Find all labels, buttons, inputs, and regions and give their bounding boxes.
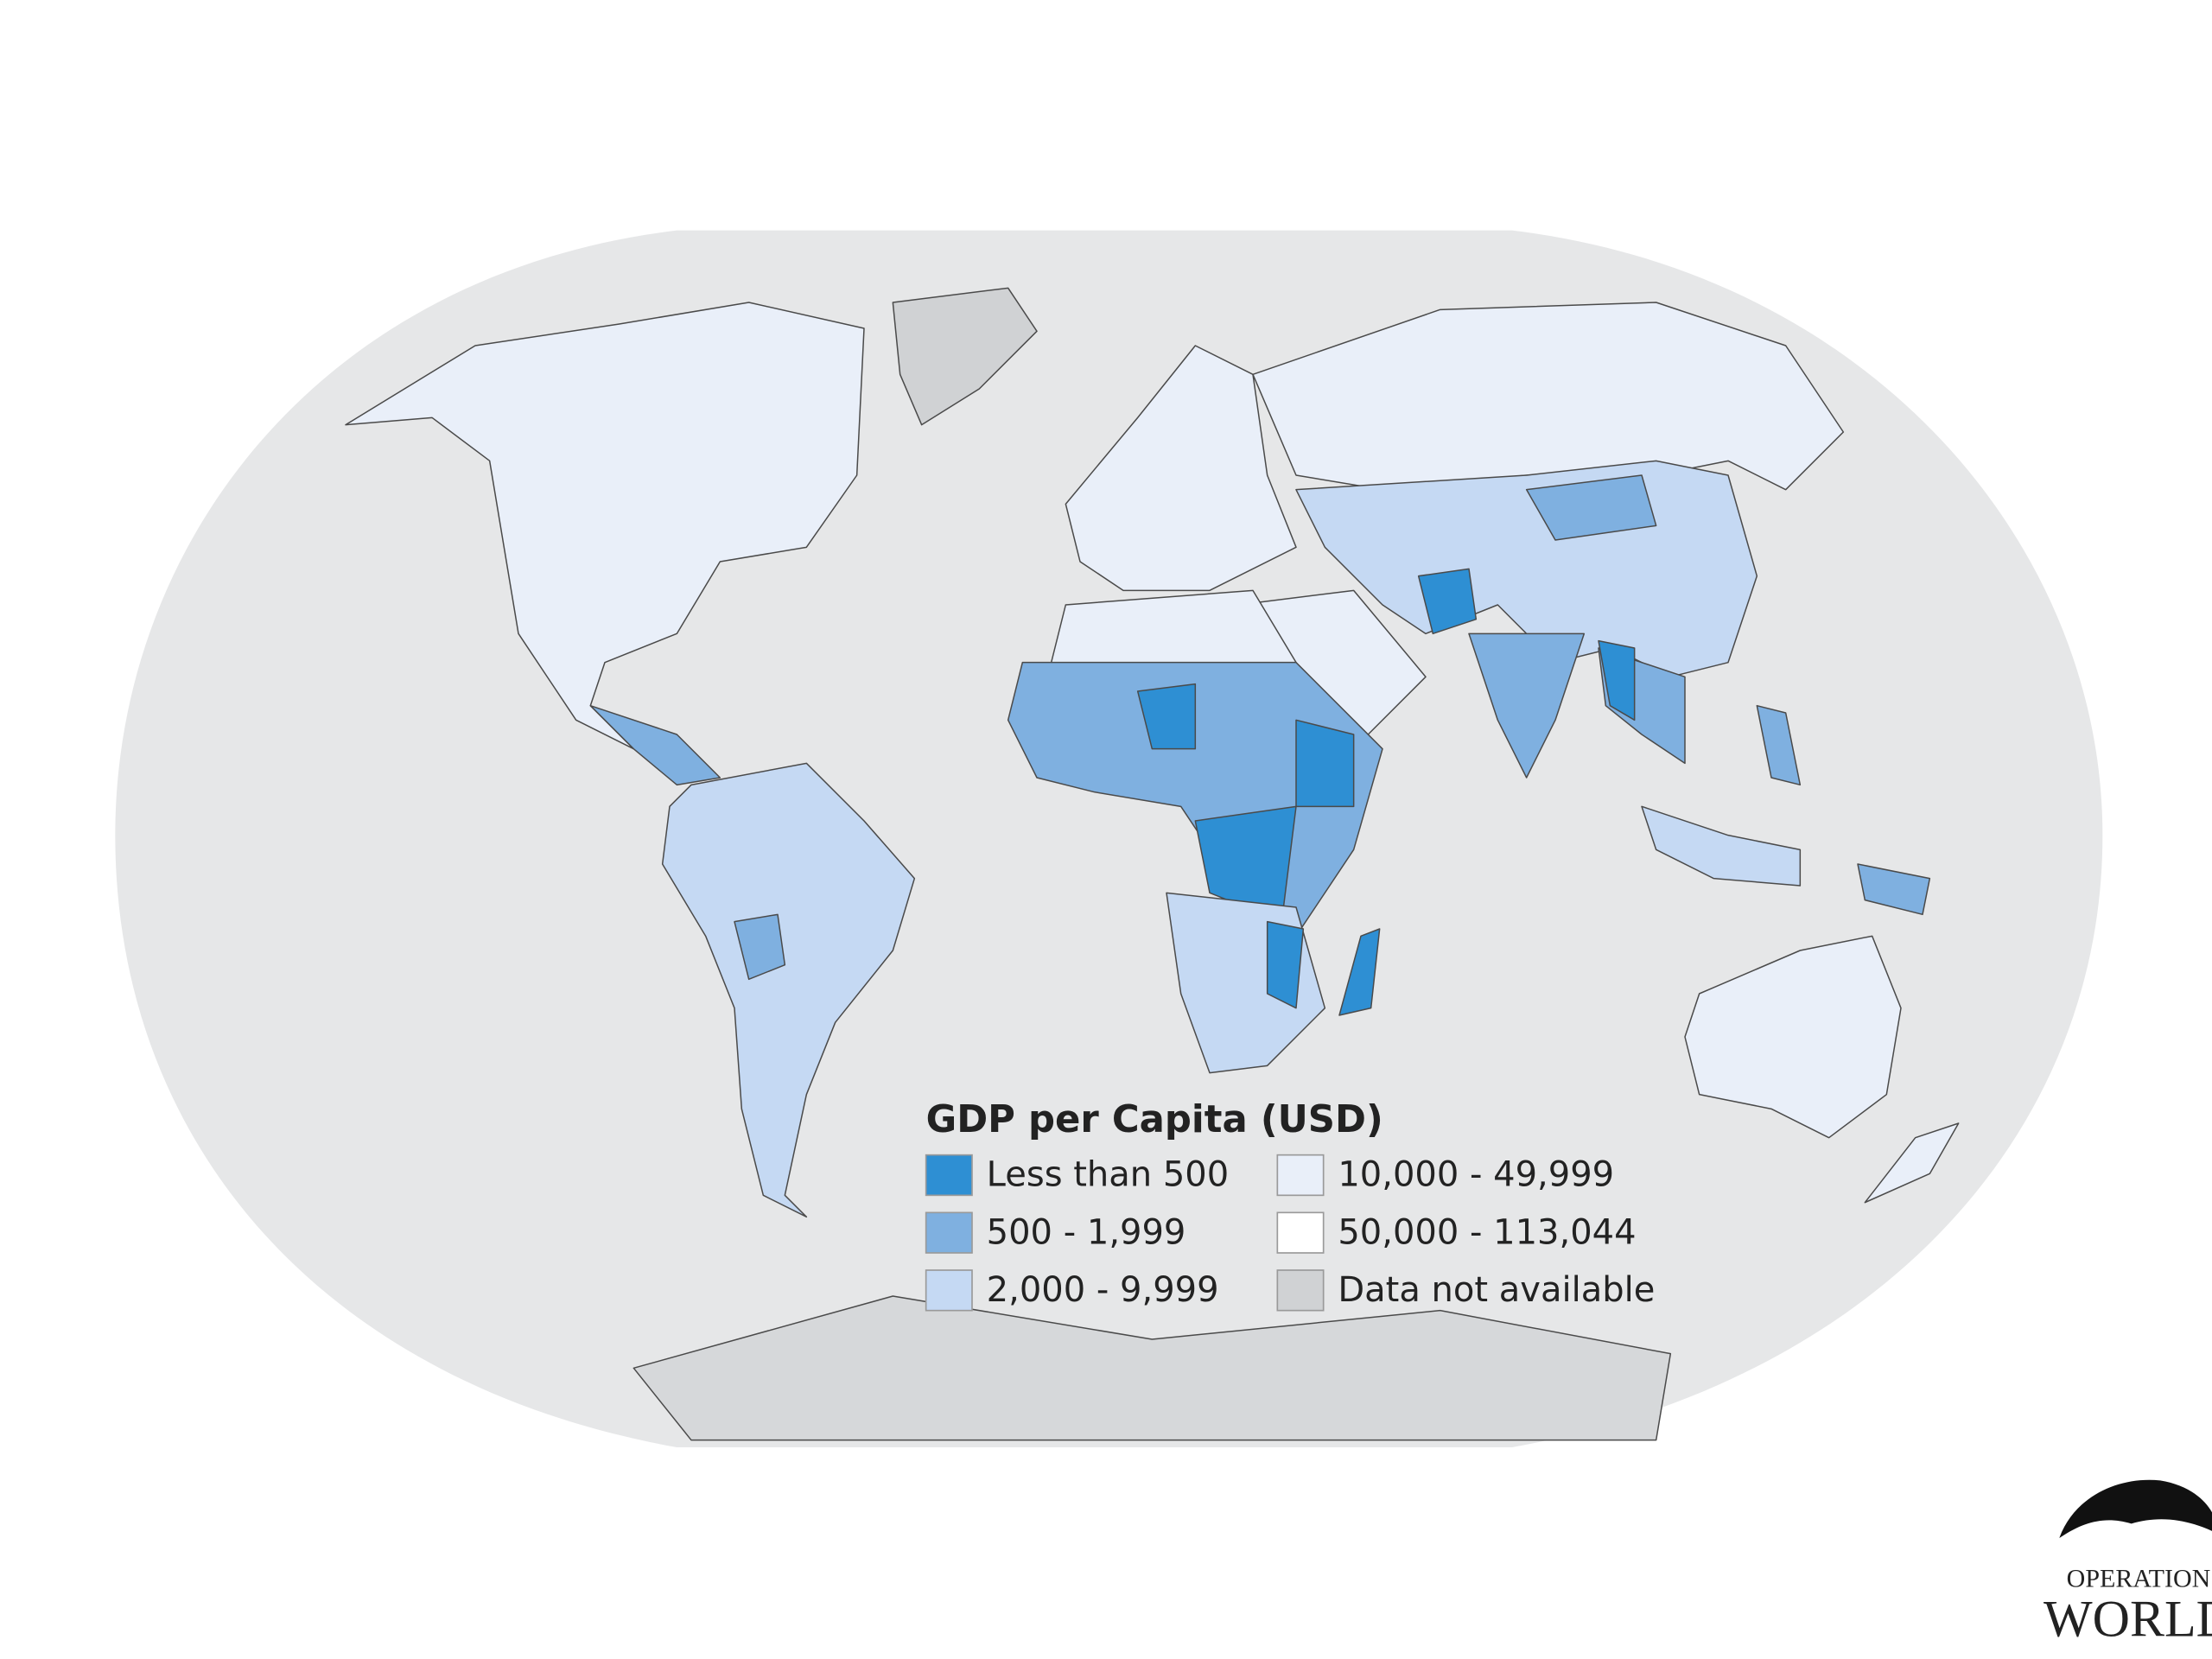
india — [1468, 632, 1586, 779]
legend: GDP per Capita (USD) Less than 500 500 - … — [925, 1098, 1655, 1312]
legend-label: 10,000 - 49,999 — [1338, 1155, 1614, 1195]
mozambique — [1266, 920, 1305, 1009]
europe — [1065, 345, 1297, 592]
legend-label: 50,000 - 113,044 — [1338, 1212, 1636, 1252]
myanmar — [1598, 639, 1636, 721]
australia — [1684, 935, 1902, 1139]
papua — [1857, 863, 1931, 916]
logo-line2: WORLD — [2044, 1590, 2212, 1647]
afghanistan — [1417, 568, 1478, 635]
central-america — [589, 704, 721, 786]
legend-label: 2,000 - 9,999 — [987, 1270, 1219, 1310]
legend-swatch — [925, 1211, 973, 1254]
legend-swatch — [925, 1269, 973, 1312]
legend-swatch — [925, 1154, 973, 1197]
north-america — [345, 302, 865, 750]
legend-swatch — [1276, 1154, 1325, 1197]
indonesia — [1641, 805, 1802, 887]
legend-title: GDP per Capita (USD) — [926, 1098, 1383, 1141]
logo-line1: OPERATION — [2067, 1565, 2211, 1593]
bolivia — [734, 913, 786, 981]
philippines — [1756, 704, 1802, 786]
greenland — [892, 287, 1038, 426]
madagascar — [1338, 928, 1381, 1016]
legend-label: Data not available — [1338, 1270, 1655, 1310]
legend-swatch — [1276, 1269, 1325, 1312]
niger — [1136, 683, 1197, 750]
land-masses — [345, 287, 1960, 1441]
mongolia — [1525, 474, 1657, 541]
logo-globe — [2059, 1479, 2212, 1538]
legend-label: Less than 500 — [987, 1155, 1230, 1195]
logo: OPERATION WORLD — [2044, 1479, 2212, 1647]
ethiopia — [1295, 719, 1355, 808]
legend-label: 500 - 1,999 — [987, 1212, 1186, 1252]
south-america — [661, 762, 916, 1218]
legend-swatch — [1276, 1211, 1325, 1254]
new-zealand — [1864, 1122, 1960, 1204]
